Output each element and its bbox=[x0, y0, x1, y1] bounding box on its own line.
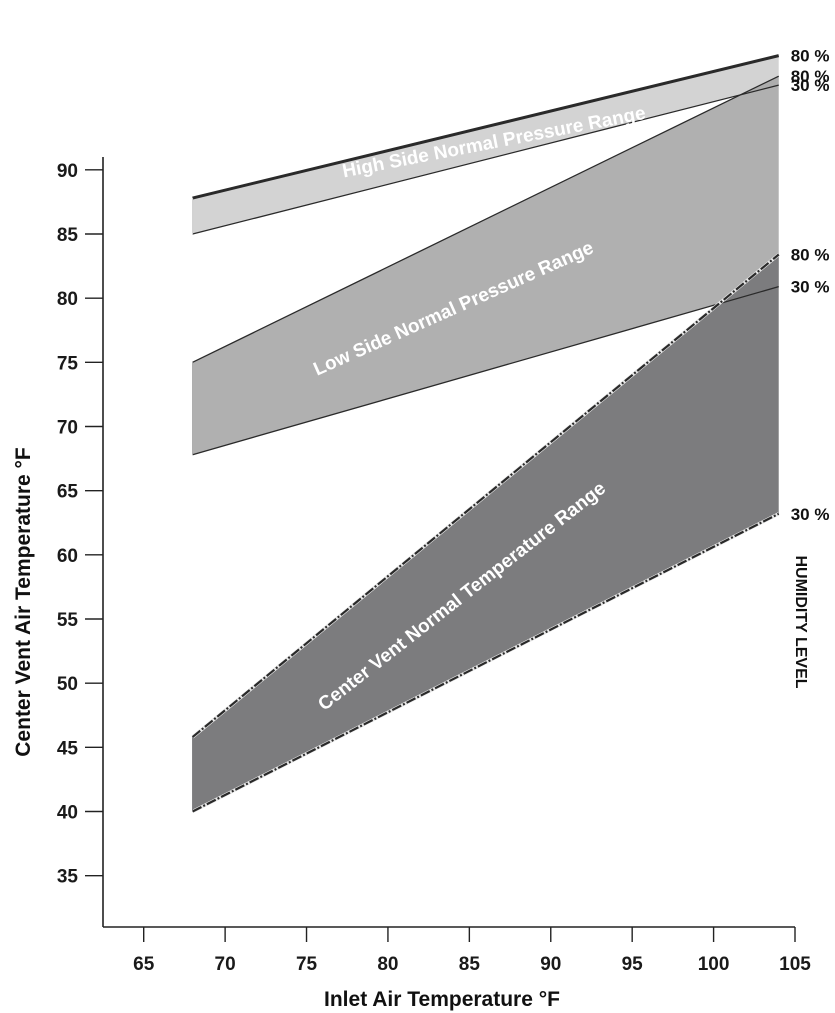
y-axis-title: Center Vent Air Temperature °F bbox=[12, 447, 35, 757]
center-vent-lower-humidity-label: 30 % bbox=[791, 505, 830, 524]
center-vent-lower-line bbox=[192, 512, 780, 813]
ticks-layer: 35 40 45 50 55 60 65 70 75 80 85 90 65 70 75 80 85 90 95 10… bbox=[57, 161, 811, 975]
low-side-lower-humidity-label: 30 % bbox=[791, 278, 830, 297]
high-side-lower-line bbox=[192, 84, 779, 235]
x-tick-label: 75 bbox=[296, 954, 318, 975]
center-vent-band-area bbox=[192, 254, 779, 812]
x-tick-label: 65 bbox=[133, 954, 155, 975]
y-tick-label: 75 bbox=[57, 353, 79, 374]
y-tick-label: 35 bbox=[57, 867, 79, 888]
x-tick-label: 100 bbox=[698, 954, 730, 975]
y-tick-label: 90 bbox=[57, 161, 78, 182]
y-tick-label: 55 bbox=[57, 610, 79, 631]
y-tick-label: 45 bbox=[57, 738, 79, 759]
humidity-labels-layer: 80 %30 %80 %30 %80 %30 % bbox=[791, 47, 830, 524]
y-tick-label: 65 bbox=[57, 482, 79, 503]
y-tick-label: 70 bbox=[57, 418, 78, 439]
x-tick-label: 105 bbox=[779, 954, 811, 975]
high-side-band-area bbox=[192, 55, 779, 234]
y-tick-label: 40 bbox=[57, 803, 78, 824]
x-tick-label: 95 bbox=[622, 954, 644, 975]
bands-layer bbox=[191, 54, 780, 814]
low-side-upper-humidity-label: 80 % bbox=[791, 67, 830, 86]
y-tick-label: 50 bbox=[57, 674, 78, 695]
x-tick-label: 85 bbox=[459, 954, 481, 975]
x-tick-label: 70 bbox=[215, 954, 236, 975]
humidity-level-title: HUMIDITY LEVEL bbox=[792, 555, 809, 688]
center-vent-upper-line bbox=[191, 253, 780, 738]
y-tick-label: 85 bbox=[57, 225, 79, 246]
x-tick-label: 90 bbox=[540, 954, 561, 975]
y-tick-label: 80 bbox=[57, 289, 78, 310]
high-side-upper-line bbox=[192, 54, 780, 200]
center-vent-upper-humidity-label: 80 % bbox=[791, 246, 830, 265]
low-side-upper-line bbox=[192, 75, 780, 363]
low-side-band-area bbox=[192, 76, 779, 455]
x-tick-label: 80 bbox=[377, 954, 398, 975]
high-side-upper-humidity-label: 80 % bbox=[791, 47, 830, 66]
low-side-lower-line bbox=[192, 285, 779, 456]
high-side-lower-humidity-label: 30 % bbox=[791, 76, 830, 95]
x-axis-title: Inlet Air Temperature °F bbox=[324, 988, 560, 1011]
y-tick-label: 60 bbox=[57, 546, 78, 567]
axes-layer bbox=[102, 157, 795, 928]
